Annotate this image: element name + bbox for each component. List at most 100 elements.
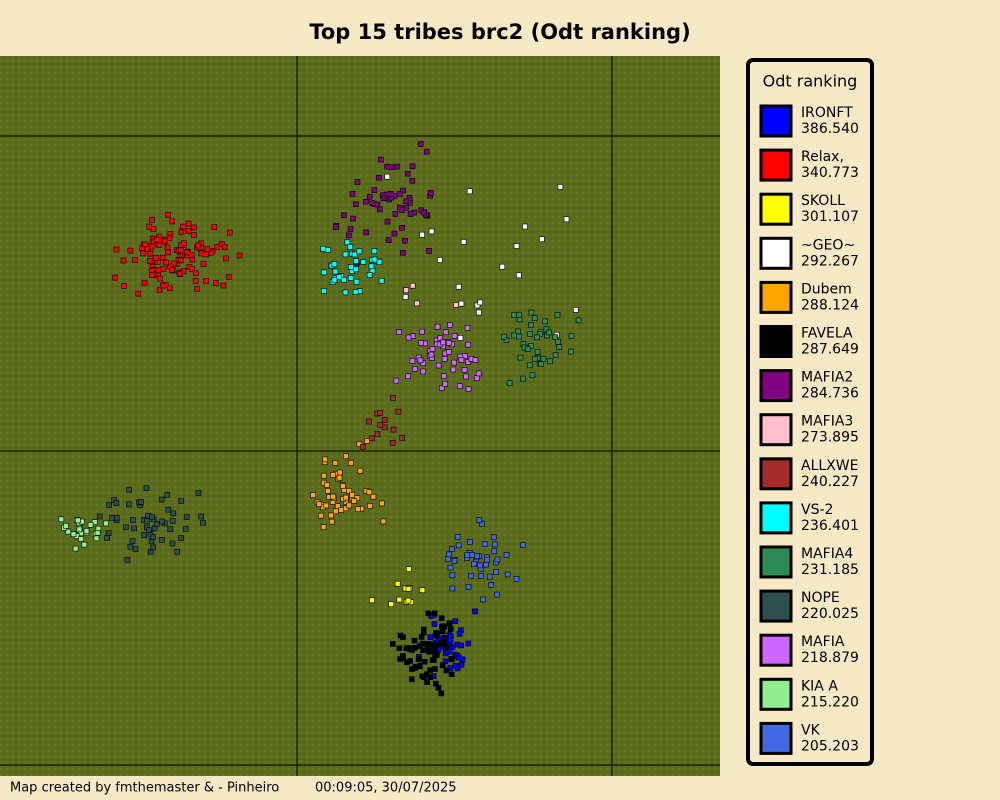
village bbox=[368, 263, 375, 270]
village bbox=[417, 141, 424, 147]
village bbox=[355, 506, 361, 513]
village bbox=[169, 540, 176, 547]
village bbox=[164, 491, 171, 498]
village bbox=[392, 211, 399, 217]
village bbox=[198, 250, 204, 257]
village bbox=[449, 572, 456, 579]
village bbox=[524, 346, 531, 352]
village bbox=[437, 640, 443, 647]
village bbox=[321, 288, 327, 294]
village bbox=[405, 597, 412, 604]
village bbox=[414, 300, 420, 307]
village bbox=[150, 534, 156, 540]
village bbox=[366, 193, 373, 200]
village bbox=[78, 536, 84, 542]
village bbox=[504, 571, 511, 578]
village bbox=[446, 648, 453, 655]
village bbox=[204, 246, 211, 252]
village bbox=[81, 541, 88, 548]
village bbox=[421, 658, 428, 665]
village bbox=[377, 156, 384, 163]
village bbox=[542, 318, 549, 325]
village bbox=[159, 254, 166, 261]
village bbox=[220, 282, 227, 289]
village bbox=[428, 228, 435, 235]
village bbox=[347, 264, 354, 270]
legend-name: MAFIA bbox=[801, 634, 845, 650]
village bbox=[409, 282, 416, 289]
village bbox=[105, 530, 112, 537]
village bbox=[371, 248, 378, 254]
village bbox=[350, 215, 356, 222]
village bbox=[446, 339, 452, 346]
village bbox=[384, 173, 391, 180]
legend-name: Relax, bbox=[801, 149, 844, 165]
village bbox=[404, 170, 411, 177]
village bbox=[426, 248, 432, 254]
village bbox=[58, 516, 65, 523]
legend-score: 240.227 bbox=[801, 474, 859, 490]
village bbox=[182, 526, 189, 532]
village bbox=[70, 531, 77, 538]
legend-swatch bbox=[759, 236, 793, 270]
village bbox=[374, 431, 381, 437]
village bbox=[455, 283, 462, 290]
village bbox=[178, 498, 185, 504]
legend-swatch bbox=[759, 633, 793, 667]
village bbox=[481, 541, 488, 547]
village bbox=[538, 361, 544, 367]
village bbox=[429, 346, 436, 352]
village bbox=[454, 665, 461, 672]
village bbox=[471, 561, 477, 568]
village bbox=[169, 267, 175, 273]
village bbox=[458, 642, 465, 649]
village bbox=[511, 332, 517, 339]
village bbox=[405, 566, 412, 573]
village bbox=[515, 328, 521, 335]
village bbox=[443, 667, 450, 674]
village bbox=[465, 341, 472, 348]
village bbox=[194, 286, 200, 292]
village bbox=[465, 359, 471, 365]
village bbox=[149, 272, 155, 278]
village bbox=[399, 225, 405, 231]
village bbox=[165, 249, 171, 256]
village bbox=[351, 251, 358, 258]
village bbox=[472, 608, 478, 615]
village bbox=[400, 634, 406, 641]
village bbox=[349, 191, 356, 197]
village bbox=[491, 541, 498, 548]
village bbox=[357, 467, 364, 474]
village bbox=[165, 212, 171, 218]
village bbox=[458, 356, 465, 363]
village bbox=[214, 244, 220, 250]
village bbox=[185, 220, 192, 227]
village bbox=[500, 333, 507, 340]
village bbox=[528, 309, 535, 316]
village bbox=[431, 621, 438, 627]
legend-name: ALLXWE bbox=[801, 458, 858, 474]
village bbox=[486, 573, 493, 580]
village bbox=[529, 372, 536, 378]
village bbox=[223, 255, 229, 262]
village bbox=[449, 585, 456, 592]
village bbox=[331, 277, 338, 283]
village bbox=[147, 258, 153, 264]
village bbox=[409, 178, 416, 184]
village bbox=[467, 539, 473, 545]
village bbox=[345, 232, 352, 239]
village bbox=[402, 294, 409, 300]
village bbox=[427, 634, 434, 641]
village bbox=[200, 261, 207, 267]
village bbox=[156, 242, 162, 248]
village bbox=[465, 584, 472, 590]
legend-swatch bbox=[759, 325, 793, 358]
village bbox=[385, 237, 392, 243]
legend-swatch bbox=[759, 148, 793, 182]
legend-score: 273.895 bbox=[801, 430, 859, 446]
village bbox=[438, 615, 445, 622]
legend-name: MAFIA2 bbox=[801, 370, 853, 386]
village bbox=[411, 637, 418, 644]
village bbox=[451, 558, 458, 564]
